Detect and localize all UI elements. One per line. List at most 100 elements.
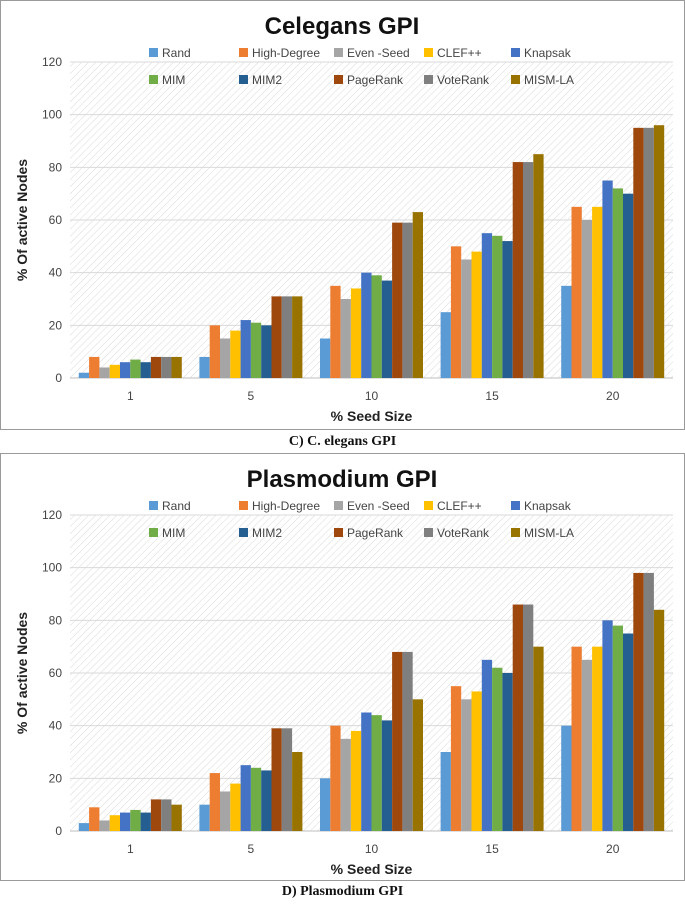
legend-swatch xyxy=(424,528,433,537)
bar-mim2-1 xyxy=(140,812,151,831)
bar-mim-5 xyxy=(250,767,262,831)
bar-even-seed-1 xyxy=(99,367,110,378)
bar-mim2-20 xyxy=(623,193,634,378)
bar-mism-la-20 xyxy=(653,609,665,831)
bar-voterank-20 xyxy=(643,572,654,831)
y-tick-label: 40 xyxy=(49,719,63,733)
legend-label: Even -Seed xyxy=(347,46,410,60)
x-tick-label: 5 xyxy=(248,842,255,856)
y-tick-label: 100 xyxy=(42,108,62,122)
legend-label: High-Degree xyxy=(252,46,320,60)
bar-mim-1 xyxy=(130,359,141,378)
legend-label: PageRank xyxy=(347,526,404,540)
caption-plasmodium: D) Plasmodium GPI xyxy=(281,884,404,899)
bar-knapsak-20 xyxy=(602,180,613,378)
bar-mim2-10 xyxy=(381,280,393,378)
bar-mim2-5 xyxy=(261,770,272,831)
bar-knapsak-1 xyxy=(120,362,131,378)
chart-title: Plasmodium GPI xyxy=(247,466,438,493)
bar-clef--15 xyxy=(471,691,482,831)
x-axis-title: % Seed Size xyxy=(331,408,413,424)
legend-label: CLEF++ xyxy=(437,499,482,513)
bar-mim-20 xyxy=(612,188,623,378)
bar-voterank-10 xyxy=(402,651,413,831)
legend-label: Rand xyxy=(162,46,191,60)
bar-pagerank-20 xyxy=(633,572,644,831)
bar-even-seed-10 xyxy=(340,738,351,831)
bar-mim2-10 xyxy=(381,720,393,831)
legend-swatch xyxy=(149,75,158,84)
bar-knapsak-5 xyxy=(240,320,251,378)
legend-swatch xyxy=(511,528,520,537)
bar-mim2-1 xyxy=(140,362,151,378)
bar-voterank-5 xyxy=(281,296,293,378)
legend-label: MIM2 xyxy=(252,526,282,540)
bar-mism-la-5 xyxy=(292,296,303,378)
bar-mism-la-5 xyxy=(292,752,303,831)
caption-celegans: C) C. elegans GPI xyxy=(288,434,397,449)
bar-pagerank-5 xyxy=(271,728,282,831)
bar-rand-20 xyxy=(561,725,572,831)
bar-even-seed-5 xyxy=(220,338,231,378)
bar-mim2-20 xyxy=(623,633,634,831)
bar-even-seed-20 xyxy=(581,220,593,378)
bar-pagerank-15 xyxy=(512,162,523,378)
bar-mim-20 xyxy=(612,625,623,831)
legend-swatch xyxy=(424,501,433,510)
bar-mim2-15 xyxy=(502,673,513,831)
legend-swatch xyxy=(334,48,343,57)
bar-clef--1 xyxy=(109,815,120,831)
bar-rand-10 xyxy=(320,778,331,831)
bar-mism-la-10 xyxy=(412,699,423,831)
bar-rand-20 xyxy=(561,285,572,378)
x-tick-label: 20 xyxy=(606,389,620,403)
legend-label: VoteRank xyxy=(437,73,490,87)
x-tick-label: 10 xyxy=(365,389,379,403)
legend-label: Knapsak xyxy=(524,499,572,513)
bar-high-degree-15 xyxy=(450,686,462,831)
bar-knapsak-5 xyxy=(240,765,251,831)
bar-rand-1 xyxy=(78,823,90,831)
legend-label: MIM xyxy=(162,73,185,87)
bar-high-degree-10 xyxy=(330,285,341,378)
bar-mim-5 xyxy=(250,322,262,378)
bar-voterank-15 xyxy=(523,604,534,831)
legend-swatch xyxy=(334,501,343,510)
x-tick-label: 15 xyxy=(485,389,499,403)
bar-voterank-15 xyxy=(523,162,534,378)
legend-label: Even -Seed xyxy=(347,499,410,513)
y-tick-label: 0 xyxy=(55,824,62,838)
legend-label: Rand xyxy=(162,499,191,513)
bar-even-seed-20 xyxy=(581,659,593,831)
y-tick-label: 120 xyxy=(42,55,62,69)
bar-even-seed-15 xyxy=(461,699,472,831)
bar-mism-la-15 xyxy=(533,646,544,831)
x-tick-label: 5 xyxy=(248,389,255,403)
y-tick-label: 120 xyxy=(42,508,62,522)
bar-even-seed-5 xyxy=(220,791,231,831)
bar-voterank-1 xyxy=(161,356,172,378)
y-tick-label: 40 xyxy=(49,266,63,280)
y-tick-label: 20 xyxy=(49,771,63,785)
bar-knapsak-15 xyxy=(481,659,493,831)
bar-voterank-1 xyxy=(161,799,172,831)
bar-rand-5 xyxy=(199,804,210,831)
chart-panel-plasmodium: 0 20 40 60 80 100 120 Plasmodium GPI Rand High-De… xyxy=(0,453,685,881)
bar-clef--1 xyxy=(109,364,120,378)
y-tick-label: 60 xyxy=(49,666,63,680)
legend-swatch xyxy=(239,75,248,84)
bar-mim2-5 xyxy=(261,325,272,378)
bar-pagerank-10 xyxy=(392,651,403,831)
bar-high-degree-1 xyxy=(89,356,100,378)
bar-high-degree-1 xyxy=(89,807,100,831)
bar-voterank-5 xyxy=(281,728,293,831)
legend-label: MISM-LA xyxy=(524,73,574,87)
bar-clef--10 xyxy=(350,730,362,831)
bar-pagerank-5 xyxy=(271,296,282,378)
bar-high-degree-20 xyxy=(571,646,582,831)
y-tick-label: 80 xyxy=(49,613,63,627)
bar-pagerank-20 xyxy=(633,127,644,378)
bar-pagerank-10 xyxy=(392,222,403,378)
legend-label: MIM2 xyxy=(252,73,282,87)
